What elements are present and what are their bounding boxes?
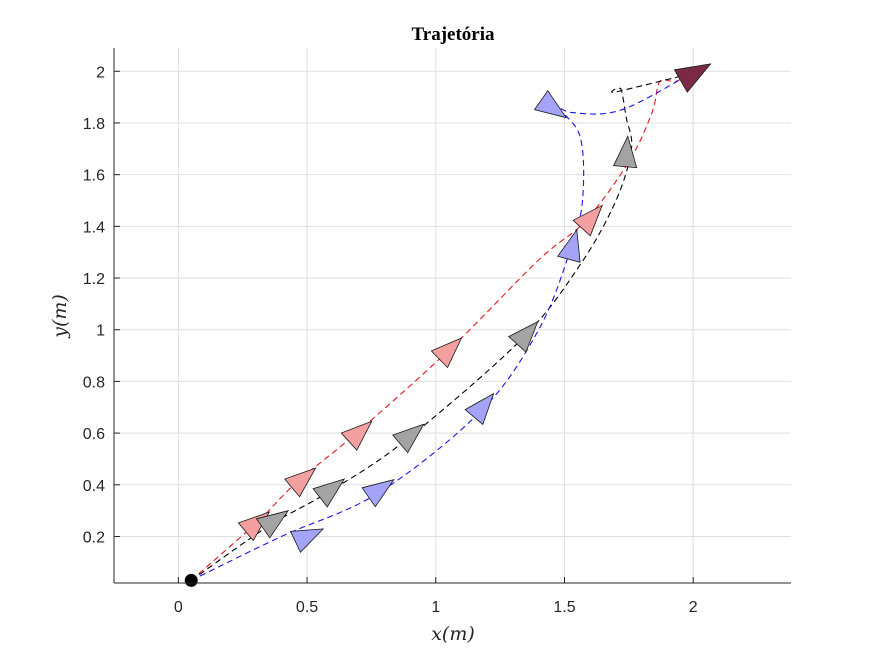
y-tick-label: 1.4	[83, 219, 105, 236]
y-tick-label: 0.6	[83, 426, 105, 443]
y-tick-label: 0.4	[83, 478, 105, 495]
series-2-pose-marker	[557, 228, 581, 263]
y-tick-label: 1.8	[83, 116, 105, 133]
series-0-pose-marker	[572, 204, 603, 237]
y-tick-label: 0.8	[83, 374, 105, 391]
y-tick-label: 1.2	[83, 271, 105, 288]
series-0-pose-marker	[284, 467, 317, 498]
series-2-pose-marker	[361, 479, 395, 508]
tick-labels: 0 0.5 1 1.5 2 0.2 0.4 0.6 0.8 1 1.2 1.4 1.6 1.8 2	[83, 64, 698, 616]
y-tick-label: 1.6	[83, 168, 105, 185]
series-1-pose-marker	[392, 423, 425, 454]
x-tick-label: 0.5	[296, 599, 318, 616]
series-1-pose-marker	[255, 510, 290, 539]
series-0-pose-marker	[340, 420, 373, 451]
x-tick-label: 2	[689, 599, 698, 616]
plot-area	[114, 48, 791, 583]
series-1-pose-marker	[612, 135, 638, 169]
y-axis-label: y(m)	[49, 294, 71, 339]
series-2-pose-marker	[464, 392, 495, 426]
robot-markers	[184, 63, 712, 587]
series-2-pose-marker	[289, 528, 325, 553]
start-point-marker	[184, 573, 198, 587]
series-2-pose-marker	[533, 89, 568, 119]
y-tick-label: 0.2	[83, 529, 105, 546]
grid	[114, 48, 791, 583]
goal-pose-marker	[673, 63, 712, 93]
x-tick-label: 0	[174, 599, 183, 616]
x-tick-label: 1.5	[553, 599, 575, 616]
y-tick-label: 2	[96, 64, 105, 81]
axes	[113, 48, 791, 584]
series-1-pose-marker	[508, 320, 539, 353]
chart-title: Trajetória	[412, 24, 495, 45]
x-axis-label: x(m)	[431, 623, 475, 645]
x-tick-label: 1	[431, 599, 440, 616]
y-tick-label: 1	[96, 323, 105, 340]
series-1-pose-marker	[312, 478, 346, 508]
series-1-path	[190, 73, 691, 581]
series-0-pose-marker	[430, 337, 463, 369]
